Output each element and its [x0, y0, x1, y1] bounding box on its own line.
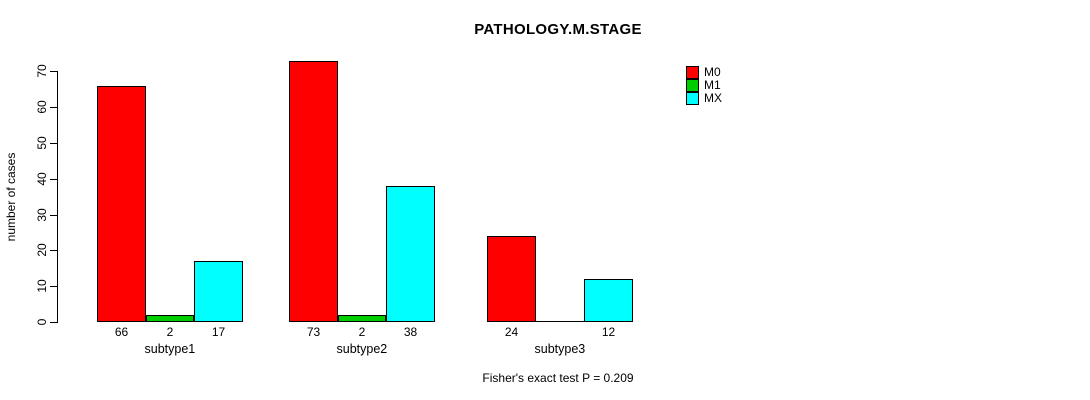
bar-subtype3-M0	[487, 236, 536, 322]
y-axis-tick	[50, 107, 57, 108]
category-label-subtype1: subtype1	[144, 342, 196, 356]
y-axis-tick-label: 0	[35, 318, 49, 326]
bar-subtype1-M0	[97, 86, 146, 322]
bar-value-label: 17	[211, 325, 226, 339]
legend-swatch-M0	[686, 65, 699, 79]
y-axis-tick	[50, 179, 57, 180]
y-axis-tick-label: 30	[35, 208, 49, 222]
bar-subtype2-MX	[386, 186, 435, 322]
y-axis-tick-label: 10	[35, 279, 49, 293]
bar-subtype2-M1	[338, 315, 386, 322]
bar-subtype3-M1-zero	[536, 321, 584, 322]
bar-value-label: 2	[358, 325, 366, 339]
bar-value-label: 2	[166, 325, 174, 339]
bar-value-label: 73	[306, 325, 321, 339]
legend-row: MX	[686, 91, 722, 105]
legend-label: MX	[704, 91, 722, 105]
chart-title: PATHOLOGY.M.STAGE	[474, 21, 642, 38]
legend-row: M0	[686, 65, 722, 79]
bar-value-label: 24	[504, 325, 519, 339]
y-axis-tick	[50, 286, 57, 287]
legend-label: M0	[704, 65, 721, 79]
y-axis-tick-label: 60	[35, 100, 49, 114]
y-axis-tick-label: 40	[35, 172, 49, 186]
bar-subtype1-M1	[146, 315, 194, 322]
category-label-subtype2: subtype2	[336, 342, 388, 356]
bar-value-label: 12	[601, 325, 616, 339]
bar-subtype3-MX	[584, 279, 633, 322]
bar-value-label: 66	[114, 325, 129, 339]
legend-swatch-M1	[686, 78, 699, 92]
legend: M0 M1 MX	[686, 65, 722, 105]
y-axis-tick	[50, 250, 57, 251]
y-axis-tick-label: 50	[35, 136, 49, 150]
y-axis-tick-label: 70	[35, 64, 49, 78]
y-axis-tick	[50, 215, 57, 216]
bar-value-label: 38	[403, 325, 418, 339]
legend-swatch-MX	[686, 91, 699, 105]
bar-subtype1-MX	[194, 261, 243, 322]
y-axis-tick	[50, 143, 57, 144]
fisher-test-annotation: Fisher's exact test P = 0.209	[482, 371, 634, 385]
y-axis-tick-label: 20	[35, 243, 49, 257]
y-axis-tick	[50, 322, 57, 323]
legend-label: M1	[704, 78, 721, 92]
category-label-subtype3: subtype3	[534, 342, 586, 356]
y-axis-line	[57, 71, 58, 323]
bar-subtype2-M0	[289, 61, 338, 322]
y-axis-tick	[50, 71, 57, 72]
legend-row: M1	[686, 78, 722, 92]
